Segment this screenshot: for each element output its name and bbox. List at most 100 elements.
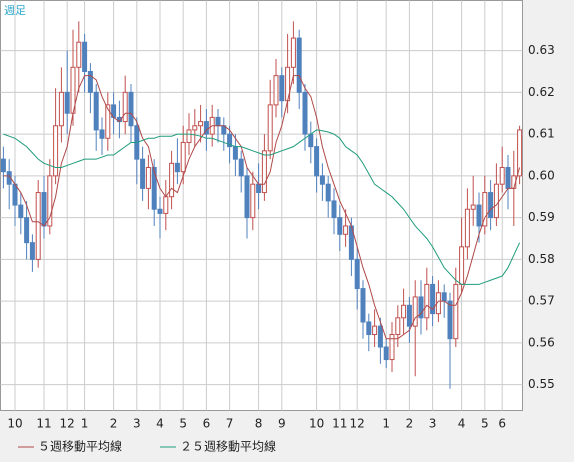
candle-body [389,334,395,361]
candle-body [279,75,285,102]
candle-body [105,104,111,139]
candle-body [499,167,505,185]
y-tick-label: 0.55 [528,377,555,391]
candle-body [53,125,59,177]
candle-body [482,192,488,227]
candle-body [186,129,192,143]
candle-body [82,41,88,72]
x-tick-label: 6 [498,417,506,431]
candle-body [505,167,511,189]
candle-body [308,133,314,148]
candle-body [459,246,465,285]
x-tick-label: 11 [332,417,347,431]
x-tick-label: 4 [458,417,466,431]
candle-body [151,167,157,210]
x-tick-label: 10 [7,417,22,431]
candle-body [424,283,430,319]
x-tick-label: 5 [179,417,187,431]
candle-body [203,121,209,135]
x-tick-label: 3 [429,417,437,431]
candle-body [412,296,418,327]
x-tick-label: 3 [133,417,141,431]
candle-body [93,91,99,131]
candle-body [464,208,470,248]
legend: ５週移動平均線 ２５週移動平均線 [18,439,276,454]
legend-label: ５週移動平均線 [38,439,122,454]
candle-body [157,208,163,214]
candle-body [169,162,175,198]
candle-body [325,183,331,202]
x-tick-label: 2 [406,417,414,431]
candle-body [476,204,482,227]
y-tick-label: 0.59 [528,210,555,224]
candle-body [47,175,53,227]
candle-body [430,283,436,315]
candle-body [319,175,325,185]
candle-body [180,141,186,173]
x-tick-label: 6 [203,417,211,431]
candle-body [250,183,256,219]
candle-body [360,288,366,323]
candle-body [41,192,47,227]
candle-body [372,325,378,336]
y-tick-label: 0.61 [528,127,555,141]
y-tick-label: 0.58 [528,252,555,266]
candle-body [232,146,238,160]
candle-body [163,196,169,214]
y-tick-label: 0.56 [528,335,555,349]
candle-body [337,217,343,235]
candle-body [122,91,128,123]
candle-body [87,70,93,93]
candle-body [290,37,296,68]
candle-body [12,183,18,206]
candle-body [343,225,349,235]
candle-body [35,192,41,260]
marks [0,21,523,389]
candle-body [517,129,523,177]
candle-body [383,346,389,361]
candle-body [215,116,221,127]
candle-body [296,37,302,93]
candle-body [267,104,273,152]
moving-average-line [3,129,521,285]
candle-body [198,121,204,127]
candle-body [64,91,70,114]
x-tick-label: 1 [382,417,390,431]
candle-body [401,304,407,319]
candle-body [453,283,459,340]
candle-body [58,91,64,127]
candle-body [377,325,383,348]
x-tick-label: 12 [350,417,365,431]
x-tick-label: 2 [110,417,118,431]
candle-body [99,129,105,139]
y-tick-label: 0.63 [528,43,555,57]
candle-body [145,167,151,189]
candle-body [261,150,267,194]
y-tick-label: 0.62 [528,85,555,99]
candle-body [18,204,24,219]
candle-body [24,217,30,244]
candle-body [418,296,424,319]
x-tick-label: 10 [309,417,324,431]
moving-average-line [3,75,521,340]
legend-label: ２５週移動平均線 [180,439,276,454]
candle-body [192,125,198,131]
chart-title: 週足 [4,4,26,17]
x-tick-label: 1 [81,417,89,431]
candle-body [493,183,499,219]
candle-body [302,91,308,135]
x-tick-label: 7 [226,417,234,431]
candle-body [140,158,146,189]
candle-body [0,158,6,173]
y-tick-label: 0.57 [528,294,555,308]
candle-body [244,175,250,219]
candle-body [354,258,360,290]
candle-body [366,321,372,336]
x-tick-label: 11 [36,417,51,431]
candle-body [256,183,262,194]
candle-body [128,91,134,127]
x-tick-label: 5 [481,417,489,431]
candle-body [488,192,494,219]
